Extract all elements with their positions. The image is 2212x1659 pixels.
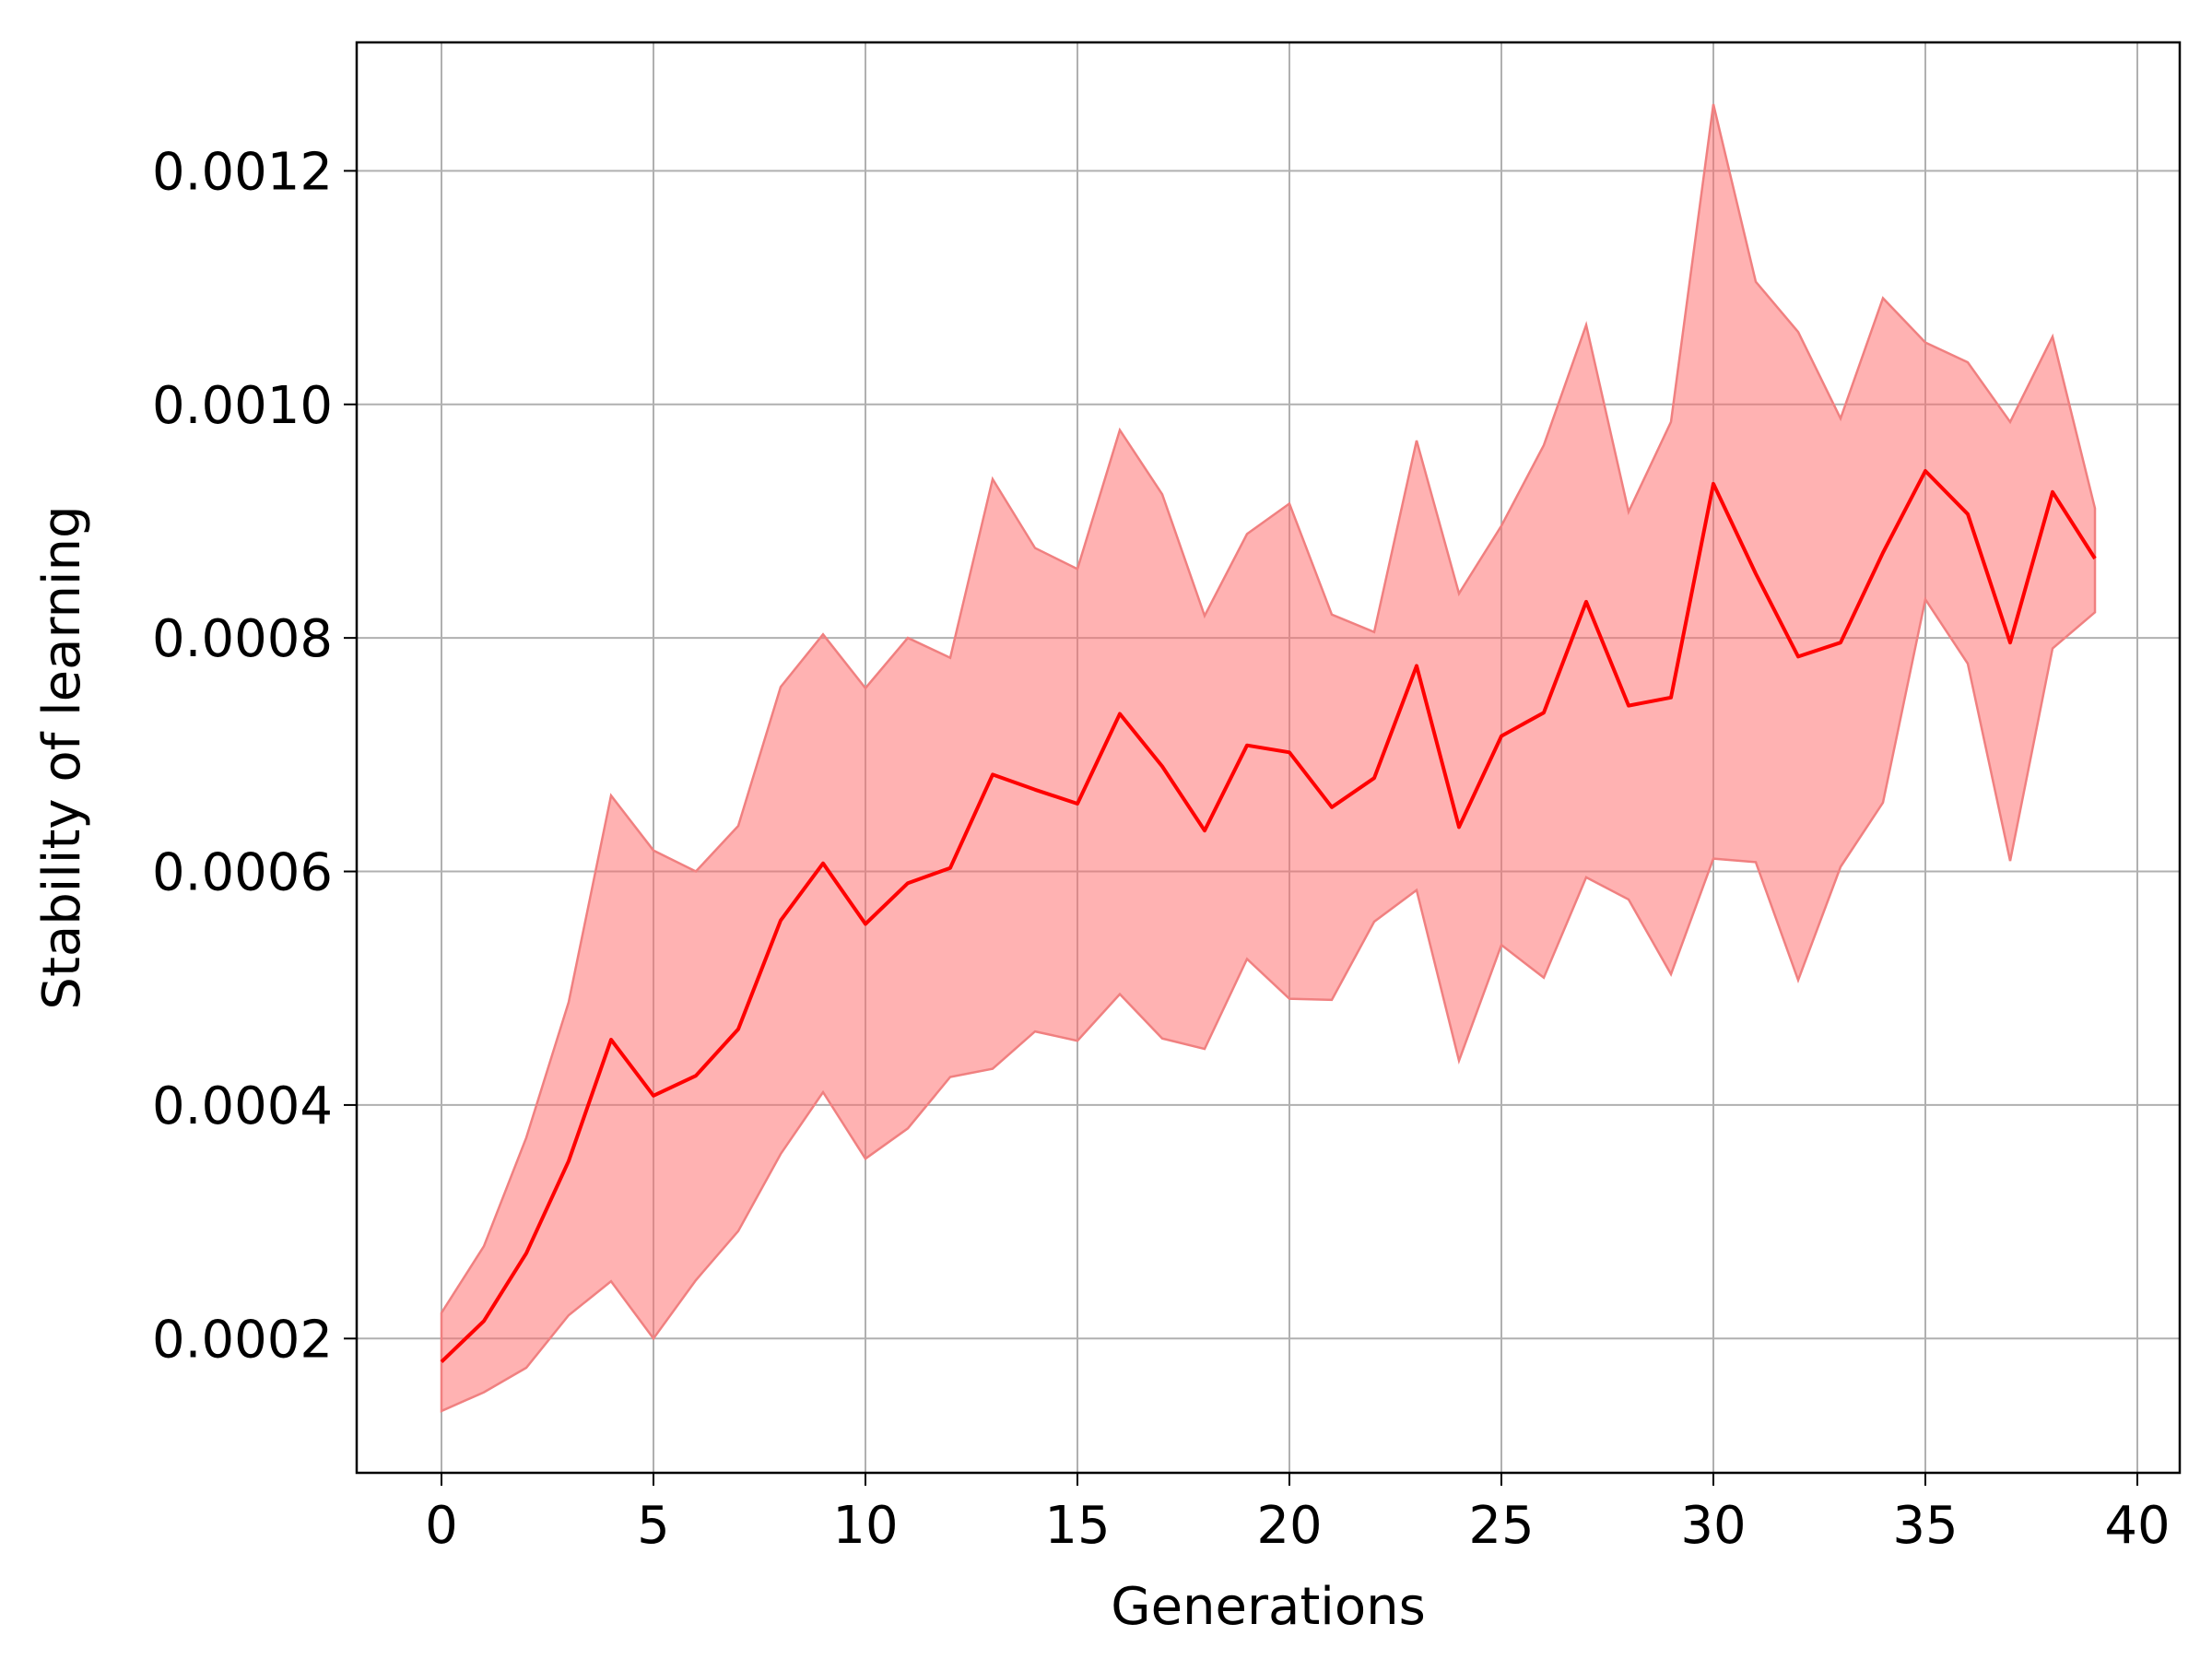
x-tick-label: 15 bbox=[1044, 1496, 1110, 1556]
x-tick-label: 25 bbox=[1468, 1496, 1534, 1556]
y-tick-label: 0.0004 bbox=[152, 1077, 333, 1136]
std-band bbox=[440, 103, 2097, 1413]
x-tick-label: 20 bbox=[1256, 1496, 1322, 1556]
confidence-band-layer bbox=[440, 103, 2097, 1413]
x-axis-ticks: 0 5 10 15 20 25 30 35 40 bbox=[425, 1473, 2171, 1556]
x-tick-label: 30 bbox=[1680, 1496, 1746, 1556]
x-tick-label: 35 bbox=[1892, 1496, 1958, 1556]
y-axis-ticks: 0.0002 0.0004 0.0006 0.0008 0.0010 0.0012 bbox=[152, 142, 357, 1370]
y-axis-label: Stability of learning bbox=[32, 505, 92, 1009]
x-tick-label: 0 bbox=[425, 1496, 458, 1556]
y-tick-label: 0.0010 bbox=[152, 376, 333, 436]
x-tick-label: 40 bbox=[2104, 1496, 2170, 1556]
y-tick-label: 0.0002 bbox=[152, 1310, 333, 1370]
mean-line-layer bbox=[440, 469, 2097, 1364]
y-tick-label: 0.0006 bbox=[152, 843, 333, 903]
x-axis-label: Generations bbox=[1111, 1577, 1426, 1637]
x-tick-label: 10 bbox=[832, 1496, 898, 1556]
y-tick-label: 0.0008 bbox=[152, 609, 333, 669]
mean-line bbox=[440, 469, 2097, 1364]
plot-frame bbox=[355, 41, 2182, 1475]
x-tick-label: 5 bbox=[637, 1496, 670, 1556]
y-tick-label: 0.0012 bbox=[152, 142, 333, 202]
